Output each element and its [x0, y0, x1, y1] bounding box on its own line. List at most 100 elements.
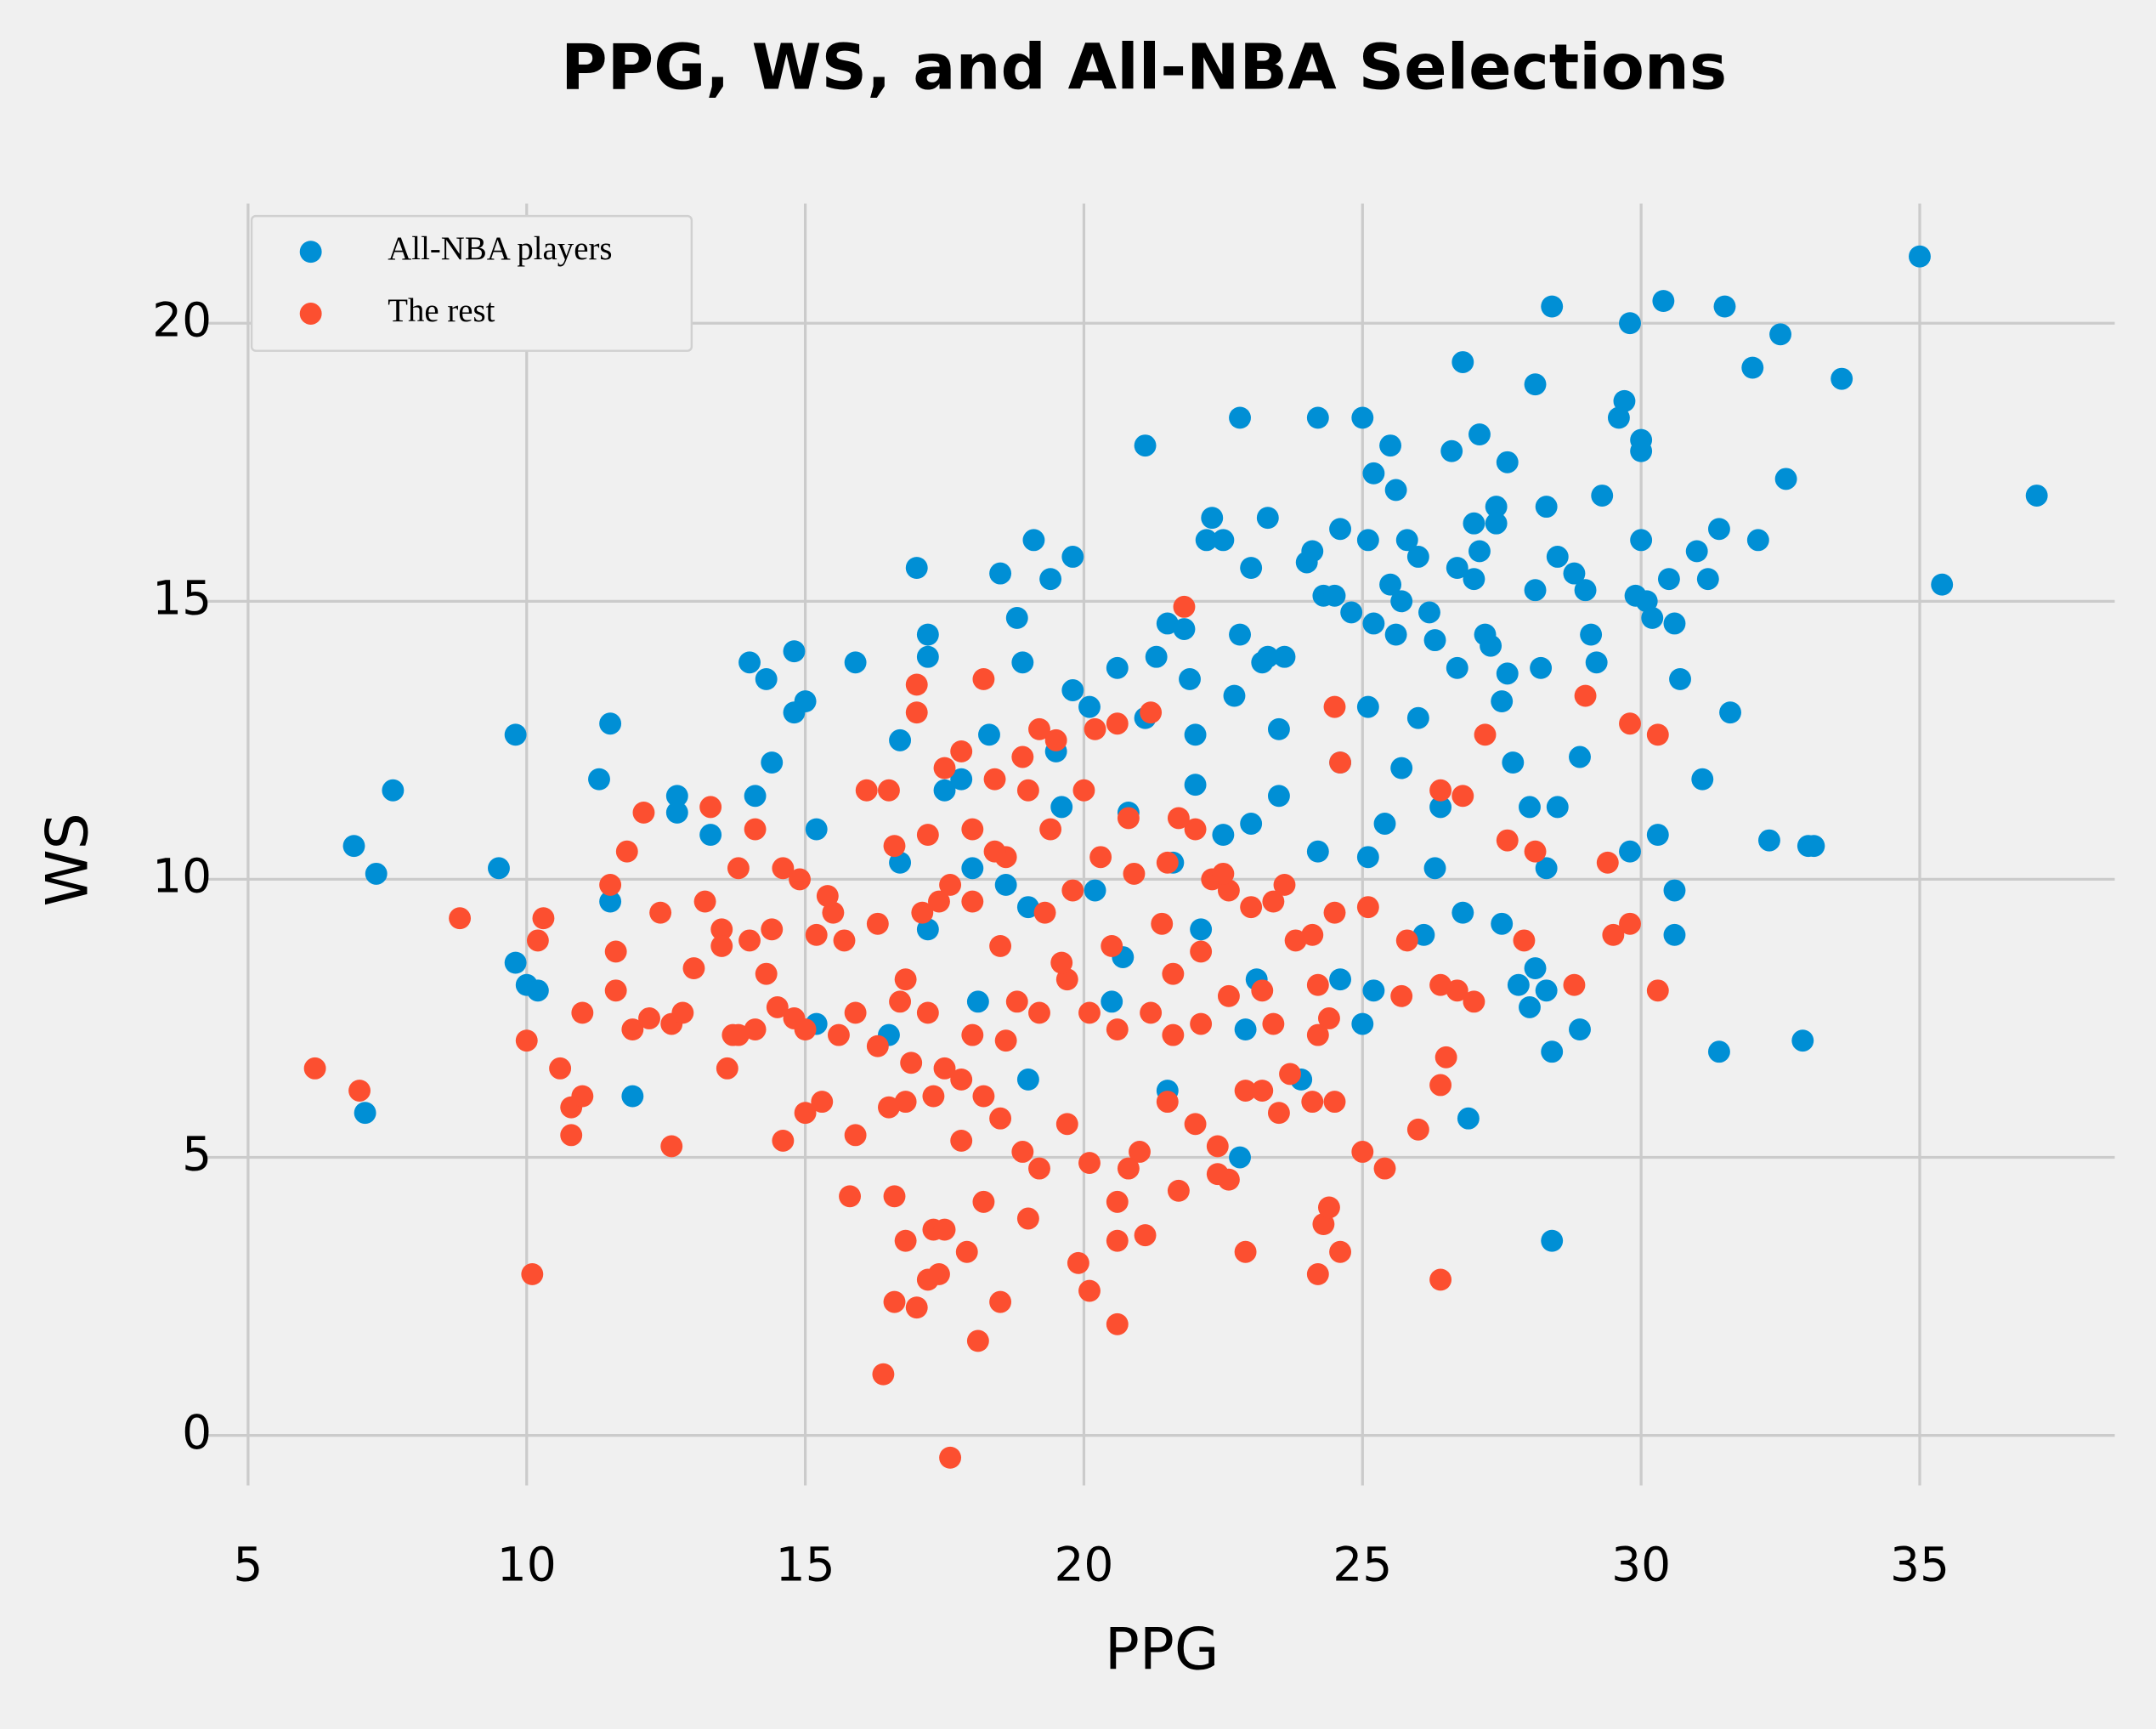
- point: [1435, 1046, 1457, 1069]
- point: [621, 1085, 644, 1108]
- point: [905, 701, 928, 724]
- point: [1423, 629, 1446, 652]
- point: [950, 1069, 973, 1091]
- point: [1301, 923, 1324, 946]
- point: [1384, 479, 1407, 502]
- point: [994, 874, 1017, 896]
- point: [744, 785, 767, 808]
- point: [933, 1218, 956, 1241]
- point: [1156, 851, 1179, 874]
- point: [1267, 1102, 1290, 1125]
- point: [1028, 1157, 1050, 1180]
- point: [1546, 546, 1569, 568]
- point: [549, 1057, 572, 1080]
- point: [1162, 1023, 1185, 1046]
- point: [1713, 295, 1736, 318]
- point: [1646, 723, 1669, 746]
- point: [1106, 1312, 1129, 1335]
- point: [1741, 356, 1764, 379]
- point: [1580, 623, 1603, 646]
- point: [1607, 406, 1630, 429]
- point: [1323, 695, 1346, 718]
- x-tick-label: 10: [497, 1538, 557, 1592]
- point: [1129, 1141, 1151, 1163]
- point: [665, 801, 688, 824]
- point: [2025, 485, 2048, 507]
- y-tick-label: 20: [152, 292, 212, 347]
- point: [638, 1007, 660, 1029]
- point: [1440, 439, 1463, 462]
- point: [488, 857, 510, 880]
- point: [916, 1268, 939, 1291]
- point: [504, 951, 527, 974]
- point: [1028, 717, 1050, 740]
- point: [449, 907, 472, 930]
- point: [1574, 579, 1597, 602]
- point: [1418, 601, 1440, 624]
- point: [989, 562, 1012, 585]
- point: [1267, 785, 1290, 808]
- point: [1050, 796, 1073, 819]
- point: [1229, 406, 1251, 429]
- point: [1117, 807, 1140, 830]
- point: [526, 979, 549, 1002]
- point: [972, 1085, 995, 1108]
- x-tick-label: 20: [1054, 1538, 1113, 1592]
- point: [916, 824, 939, 847]
- point: [1646, 824, 1669, 847]
- point: [632, 801, 655, 824]
- point: [872, 1363, 895, 1386]
- point: [515, 1029, 538, 1052]
- point: [1251, 979, 1274, 1002]
- point: [1184, 774, 1207, 796]
- point: [883, 1185, 906, 1208]
- point: [1318, 1196, 1340, 1219]
- point: [1140, 1001, 1163, 1024]
- point: [1379, 573, 1402, 596]
- point: [1546, 796, 1569, 819]
- point: [1212, 862, 1235, 885]
- point: [1134, 434, 1157, 457]
- point: [1491, 690, 1514, 713]
- point: [822, 901, 845, 924]
- point: [1101, 934, 1123, 957]
- legend: All-NBA players The rest: [250, 214, 693, 352]
- point: [1106, 1018, 1129, 1041]
- point: [983, 840, 1006, 863]
- point: [1446, 557, 1468, 580]
- point: [1619, 912, 1641, 935]
- point: [905, 1296, 928, 1319]
- point: [1267, 717, 1290, 740]
- point: [1044, 728, 1067, 751]
- point: [827, 1023, 850, 1046]
- point: [889, 851, 912, 874]
- point: [1173, 595, 1196, 618]
- point: [1240, 557, 1263, 580]
- point: [1323, 1091, 1346, 1114]
- point: [978, 723, 1000, 746]
- point: [571, 1085, 594, 1108]
- point: [933, 757, 956, 779]
- point: [1190, 918, 1213, 941]
- point: [1362, 462, 1385, 485]
- point: [1356, 529, 1379, 552]
- point: [1229, 1146, 1251, 1169]
- point: [1480, 634, 1502, 657]
- x-axis-label: PPG: [1105, 1616, 1219, 1683]
- point: [354, 1102, 376, 1125]
- point: [761, 918, 784, 941]
- point: [1423, 857, 1446, 880]
- point: [1619, 840, 1641, 863]
- point: [1195, 529, 1218, 552]
- x-tick-label: 25: [1333, 1538, 1392, 1592]
- point: [939, 1446, 962, 1469]
- point: [1485, 496, 1508, 519]
- point: [738, 651, 761, 674]
- point: [1329, 751, 1352, 774]
- point: [1061, 546, 1084, 568]
- point: [693, 890, 716, 913]
- point: [933, 1057, 956, 1080]
- point: [1240, 813, 1263, 835]
- point: [1262, 1012, 1285, 1035]
- point: [833, 929, 856, 952]
